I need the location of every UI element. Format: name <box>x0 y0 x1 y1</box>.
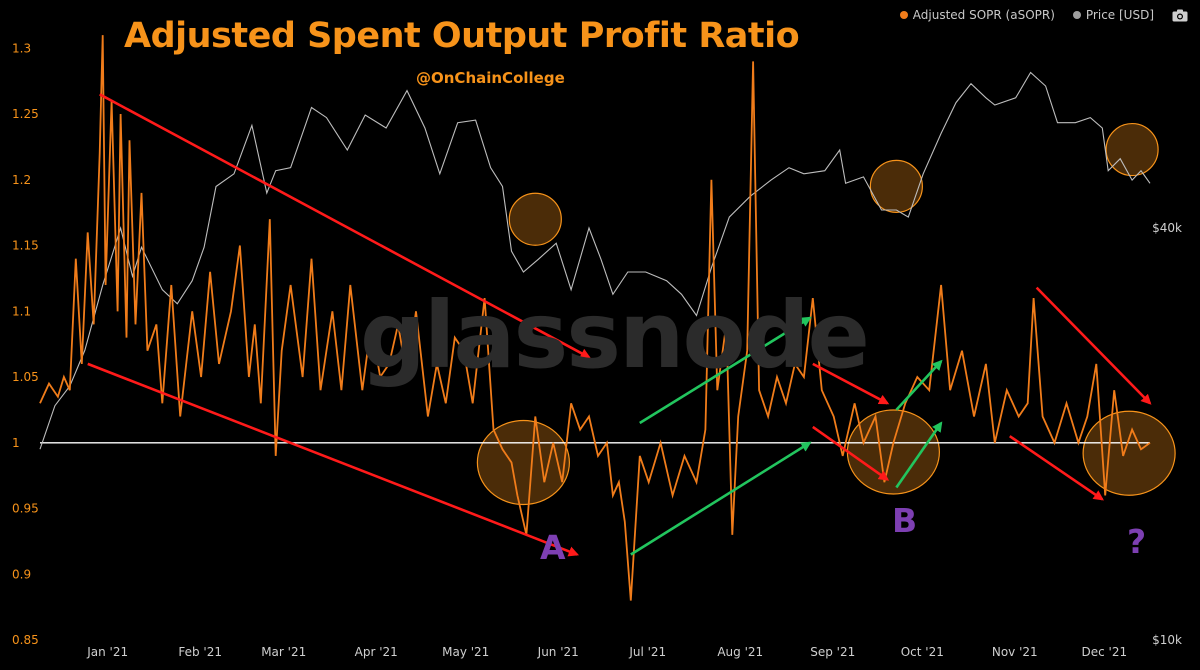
y-left-tick-label: 1.05 <box>12 370 39 384</box>
annotation-a: A <box>540 528 566 567</box>
x-tick-label: Jul '21 <box>628 645 666 659</box>
legend-item-price[interactable]: Price [USD] <box>1072 8 1154 22</box>
x-tick-label: Dec '21 <box>1081 645 1127 659</box>
y-right-tick-label: $10k <box>1152 633 1182 647</box>
x-tick-label: Nov '21 <box>992 645 1038 659</box>
x-tick-label: May '21 <box>442 645 489 659</box>
x-tick-label: Aug '21 <box>717 645 763 659</box>
legend-price-dot <box>1072 11 1081 19</box>
trend-arrow-up <box>895 359 943 411</box>
chart-subtitle: @OnChainCollege <box>416 69 565 87</box>
x-tick-label: Apr '21 <box>355 645 398 659</box>
y-axis-left: 0.85 0.9 0.95 1 1.05 1.1 1.15 1.2 1.25 1.3 <box>12 41 39 647</box>
highlight-circle <box>508 192 562 246</box>
y-left-tick-label: 0.9 <box>12 567 31 581</box>
watermark: glassnode <box>360 282 870 389</box>
legend-item-asopr[interactable]: Adjusted SOPR (aSOPR) <box>899 8 1055 22</box>
trend-arrow-down <box>1009 435 1104 501</box>
x-tick-label: Jun '21 <box>537 645 579 659</box>
trend-arrow-up <box>630 441 812 556</box>
y-left-tick-label: 1.2 <box>12 173 31 187</box>
highlight-circle <box>869 159 923 213</box>
y-left-tick-label: 1.25 <box>12 107 39 121</box>
highlight-circle <box>1082 410 1176 496</box>
x-tick-label: Feb '21 <box>178 645 222 659</box>
legend-price-label: Price [USD] <box>1085 8 1154 22</box>
annotation-question: ? <box>1127 522 1147 561</box>
price-series-line <box>39 71 1151 450</box>
trend-arrow-down <box>99 93 591 359</box>
y-left-tick-label: 1 <box>12 436 20 450</box>
y-right-tick-label: $40k <box>1152 221 1182 235</box>
trend-arrow-up <box>895 421 943 489</box>
legend-asopr-label: Adjusted SOPR (aSOPR) <box>912 8 1055 22</box>
trend-arrow-down <box>812 362 890 405</box>
legend: Adjusted SOPR (aSOPR) Price [USD] <box>899 8 1188 22</box>
x-tick-label: Oct '21 <box>901 645 944 659</box>
x-tick-label: Jan '21 <box>86 645 128 659</box>
chart-title: Adjusted Spent Output Profit Ratio <box>124 16 800 56</box>
camera-icon[interactable] <box>1172 9 1188 22</box>
y-left-tick-label: 0.95 <box>12 502 39 516</box>
x-tick-label: Mar '21 <box>261 645 306 659</box>
asopr-series-line <box>39 35 1151 601</box>
trend-arrow-down <box>87 362 580 557</box>
y-left-tick-label: 1.15 <box>12 239 39 253</box>
trend-arrows <box>87 93 1152 557</box>
trend-arrow-down <box>1035 286 1152 405</box>
highlight-circles <box>476 122 1176 506</box>
trend-arrow-up <box>639 316 812 425</box>
trend-arrow-down <box>812 425 890 481</box>
y-left-tick-label: 1.3 <box>12 41 31 55</box>
highlight-circle <box>1105 122 1159 177</box>
highlight-circle <box>476 419 570 506</box>
y-left-tick-label: 1.1 <box>12 304 31 318</box>
annotation-b: B <box>892 501 918 540</box>
x-axis: Jan '21 Feb '21 Mar '21 Apr '21 May '21 Jun '… <box>86 645 1127 659</box>
highlight-circle <box>846 409 940 495</box>
x-tick-label: Sep '21 <box>810 645 855 659</box>
y-axis-right: $10k $40k <box>1152 221 1182 647</box>
y-left-tick-label: 0.85 <box>12 633 39 647</box>
legend-asopr-dot <box>899 11 908 19</box>
